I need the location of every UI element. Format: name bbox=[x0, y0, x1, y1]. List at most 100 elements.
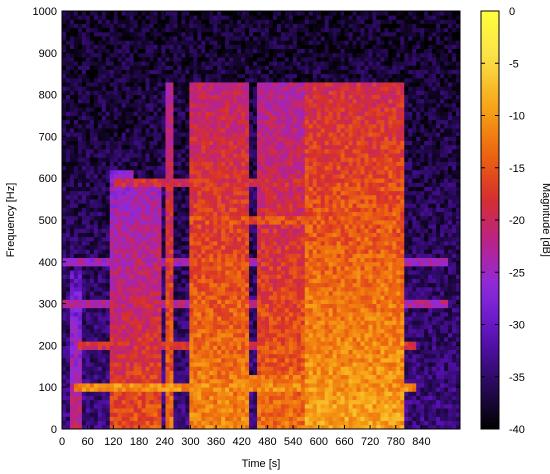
heatmap-cell bbox=[125, 19, 131, 24]
heatmap-cell bbox=[189, 178, 194, 183]
heatmap-cell bbox=[73, 128, 79, 133]
heatmap-cell bbox=[117, 123, 123, 129]
heatmap-cell bbox=[62, 15, 67, 20]
heatmap-cell bbox=[129, 94, 135, 100]
heatmap-cell bbox=[137, 328, 142, 334]
heatmap-cell bbox=[209, 194, 214, 200]
heatmap-cell bbox=[221, 383, 226, 388]
heatmap-cell bbox=[69, 291, 75, 296]
heatmap-cell bbox=[257, 366, 262, 371]
heatmap-cell bbox=[105, 31, 111, 37]
heatmap-cell bbox=[249, 295, 254, 300]
heatmap-cell bbox=[205, 232, 210, 238]
heatmap-cell bbox=[89, 15, 95, 20]
heatmap-cell bbox=[101, 61, 107, 66]
heatmap-cell bbox=[69, 332, 75, 338]
heatmap-cell bbox=[213, 337, 218, 342]
heatmap-cell bbox=[201, 31, 206, 37]
heatmap-cell bbox=[125, 48, 131, 54]
heatmap-cell bbox=[213, 148, 218, 154]
heatmap-cell bbox=[241, 387, 246, 392]
heatmap-cell bbox=[105, 52, 111, 58]
heatmap-cell bbox=[177, 286, 182, 292]
heatmap-cell bbox=[213, 128, 218, 133]
heatmap-cell bbox=[105, 207, 111, 213]
heatmap-cell bbox=[121, 303, 127, 309]
heatmap-cell bbox=[217, 395, 222, 401]
heatmap-cell bbox=[161, 61, 166, 66]
heatmap-cell bbox=[69, 132, 75, 137]
heatmap-cell bbox=[145, 399, 150, 405]
heatmap-cell bbox=[105, 82, 111, 87]
heatmap-cell bbox=[229, 82, 234, 87]
heatmap-cell bbox=[213, 82, 218, 87]
heatmap-cell bbox=[153, 128, 158, 133]
heatmap-cell bbox=[85, 203, 91, 208]
heatmap-cell bbox=[77, 232, 83, 238]
heatmap-cell bbox=[201, 86, 206, 91]
heatmap-cell bbox=[181, 182, 186, 187]
heatmap-cell bbox=[62, 341, 67, 346]
heatmap-cell bbox=[97, 207, 103, 213]
heatmap-cell bbox=[165, 345, 170, 350]
heatmap-cell bbox=[93, 278, 99, 284]
heatmap-cell bbox=[173, 320, 178, 325]
heatmap-cell bbox=[213, 77, 218, 83]
heatmap-cell bbox=[237, 56, 242, 62]
heatmap-cell bbox=[249, 391, 254, 396]
heatmap-cell bbox=[173, 378, 178, 384]
heatmap-cell bbox=[249, 31, 254, 37]
heatmap-cell bbox=[209, 240, 214, 246]
heatmap-cell bbox=[185, 245, 190, 250]
heatmap-cell bbox=[153, 295, 158, 300]
heatmap-cell bbox=[217, 378, 222, 384]
heatmap-cell bbox=[73, 374, 79, 380]
heatmap-cell bbox=[141, 31, 146, 37]
heatmap-cell bbox=[117, 169, 123, 175]
heatmap-cell bbox=[85, 278, 91, 284]
heatmap-cell bbox=[217, 399, 222, 405]
heatmap-cell bbox=[177, 61, 182, 66]
heatmap-cell bbox=[173, 186, 178, 192]
heatmap-cell bbox=[205, 186, 210, 192]
heatmap-cell bbox=[225, 11, 230, 16]
heatmap-cell bbox=[161, 324, 166, 330]
heatmap-cell bbox=[141, 416, 146, 422]
heatmap-cell bbox=[245, 362, 250, 367]
heatmap-cell bbox=[109, 265, 115, 271]
heatmap-cell bbox=[213, 282, 218, 288]
heatmap-cell bbox=[193, 424, 198, 430]
heatmap-cell bbox=[133, 123, 139, 129]
heatmap-cell bbox=[153, 19, 158, 24]
heatmap-cell bbox=[117, 274, 123, 279]
heatmap-cell bbox=[141, 107, 146, 112]
heatmap-cell bbox=[221, 408, 226, 413]
heatmap-cell bbox=[137, 119, 142, 125]
heatmap-cell bbox=[185, 311, 190, 317]
heatmap-cell bbox=[62, 111, 67, 116]
heatmap-cell bbox=[113, 291, 119, 296]
heatmap-cell bbox=[157, 15, 162, 20]
heatmap-cell bbox=[233, 190, 238, 196]
heatmap-cell bbox=[253, 265, 258, 271]
heatmap-cell bbox=[241, 341, 246, 346]
heatmap-cell bbox=[253, 111, 258, 116]
heatmap-cell bbox=[169, 27, 174, 33]
heatmap-cell bbox=[241, 199, 246, 204]
heatmap-cell bbox=[193, 115, 198, 121]
heatmap-cell bbox=[205, 44, 210, 50]
heatmap-cell bbox=[89, 56, 95, 62]
heatmap-cell bbox=[89, 383, 95, 388]
heatmap-cell bbox=[237, 253, 242, 259]
heatmap-cell bbox=[221, 199, 226, 204]
heatmap-cell bbox=[153, 240, 158, 246]
heatmap-cell bbox=[149, 132, 154, 137]
heatmap-cell bbox=[157, 282, 162, 288]
heatmap-cell bbox=[189, 399, 194, 405]
heatmap-cell bbox=[101, 299, 107, 304]
heatmap-cell bbox=[113, 274, 119, 279]
heatmap-cell bbox=[145, 357, 150, 363]
heatmap-cell bbox=[209, 295, 214, 300]
heatmap-cell bbox=[181, 203, 186, 208]
heatmap-cell bbox=[201, 349, 206, 355]
